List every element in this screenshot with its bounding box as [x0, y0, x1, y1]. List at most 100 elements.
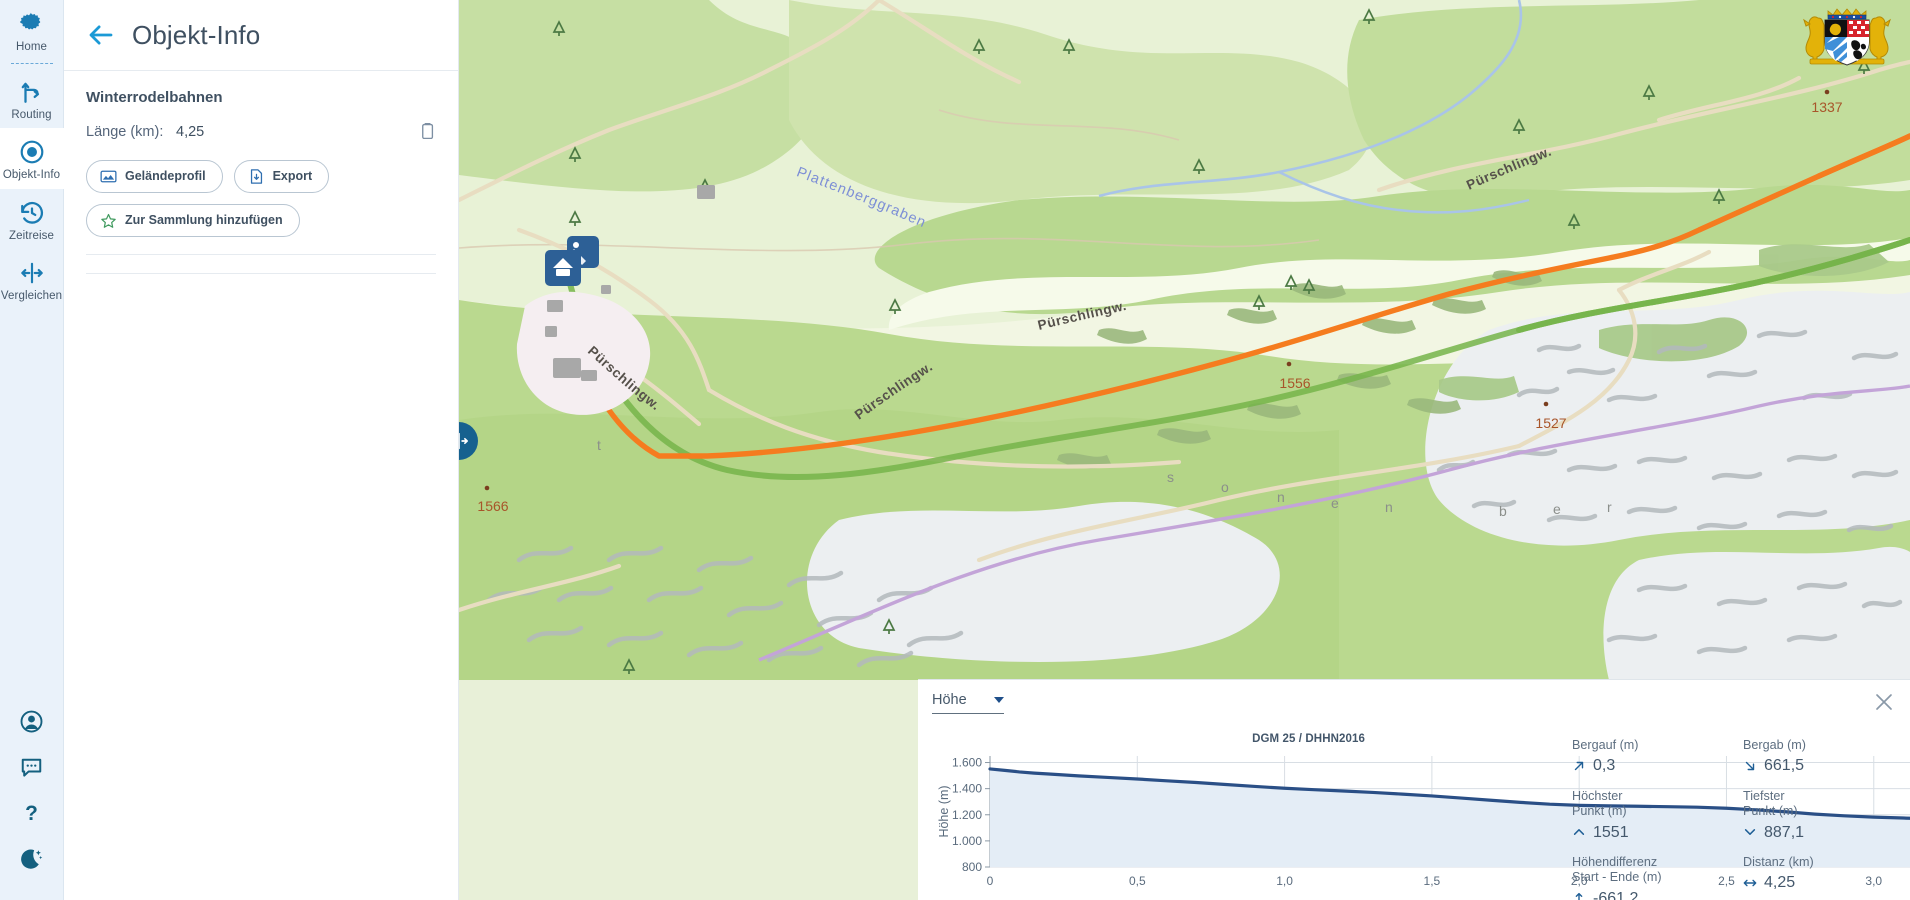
feedback-chat-icon[interactable]: [0, 744, 64, 790]
export-button[interactable]: Export: [233, 160, 330, 193]
svg-text:1527: 1527: [1535, 415, 1566, 431]
svg-text:o: o: [1221, 479, 1229, 495]
stat-tiefster-punkt: Tiefster Punkt (m) 887,1: [1743, 789, 1892, 842]
dark-mode-moon-icon[interactable]: [0, 836, 64, 882]
map-tiles: 1337 1556 1527 1566 Plattenberggraben: [459, 0, 1910, 900]
svg-text:1.400: 1.400: [952, 782, 982, 796]
svg-text:?: ?: [25, 802, 38, 825]
copy-clipboard-icon[interactable]: [414, 118, 440, 144]
svg-text:Höhe (m): Höhe (m): [937, 785, 951, 837]
sidebar-item-label: Zeitreise: [9, 229, 54, 242]
rail-bottom-group: ?: [0, 698, 64, 900]
stat-hoehendifferenz: Höhendifferenz Start - Ende (m) -661,2: [1572, 855, 1721, 900]
chart-source-label: DGM 25 / DHHN2016: [1252, 733, 1365, 745]
svg-text:800: 800: [962, 860, 982, 874]
arrow-down-right-icon: [1743, 758, 1757, 774]
svg-text:0: 0: [987, 874, 994, 888]
help-question-icon[interactable]: ?: [0, 790, 64, 836]
chevron-down-icon: [1743, 824, 1757, 840]
download-file-icon: [248, 168, 265, 185]
svg-text:1337: 1337: [1811, 99, 1842, 115]
rail-divider: [10, 62, 53, 64]
zur-sammlung-hinzufuegen-button[interactable]: Zur Sammlung hinzufügen: [86, 204, 300, 237]
sidebar-item-zeitreise[interactable]: Zeitreise: [0, 189, 64, 250]
stat-value-wrap: -661,2: [1572, 889, 1721, 900]
stat-distanz: Distanz (km) 4,25: [1743, 855, 1892, 900]
svg-text:0,5: 0,5: [1129, 874, 1146, 888]
elevation-chart[interactable]: 800 1.000 1.200 1.400 1.600 0 0,5 1,0 1,5 2,0 2,5 3…: [932, 748, 1910, 893]
sidebar-item-routing[interactable]: Routing: [0, 68, 64, 129]
svg-text:1.600: 1.600: [952, 756, 982, 770]
svg-text:3,0: 3,0: [1865, 874, 1882, 888]
left-right-arrow-icon: [1743, 875, 1757, 891]
target-dot-icon: [17, 137, 47, 167]
page-title: Objekt-Info: [132, 19, 261, 50]
attribute-value: 4,25: [176, 124, 205, 140]
stat-label: Distanz (km): [1743, 855, 1814, 870]
svg-text:1,0: 1,0: [1276, 874, 1293, 888]
svg-text:1566: 1566: [477, 498, 508, 514]
panel-header: Objekt-Info: [64, 0, 458, 70]
button-label: Export: [272, 169, 313, 184]
sidebar-item-home[interactable]: Home: [0, 0, 64, 61]
stat-label: Bergauf (m): [1572, 738, 1639, 752]
sidebar-item-label: Home: [15, 41, 48, 53]
elevation-profile-panel: Höhe DGM 25 / DHHN2016 800 1.000 1.200 1.40…: [918, 679, 1910, 900]
svg-text:2,5: 2,5: [1718, 874, 1735, 888]
chevron-down-icon: [994, 697, 1004, 703]
content-divider-2: [86, 273, 436, 274]
panel-resize-handle[interactable]: [459, 422, 478, 460]
svg-text:1556: 1556: [1279, 375, 1310, 391]
profile-type-value: Höhe: [932, 692, 967, 708]
stat-value: 887,1: [1764, 823, 1805, 841]
svg-text:r: r: [1607, 499, 1612, 515]
close-x-icon[interactable]: [1872, 690, 1896, 714]
svg-text:1.200: 1.200: [952, 808, 982, 822]
stat-value-wrap: 661,5: [1743, 756, 1892, 776]
left-nav-rail: Home Routing Objekt-Info: [0, 0, 64, 900]
sidebar-item-label: Vergleichen: [0, 290, 63, 302]
back-arrow-icon[interactable]: [86, 20, 116, 50]
profile-type-select[interactable]: Höhe: [932, 692, 1004, 714]
star-outline-icon: [100, 212, 117, 229]
attribute-row: Länge (km): 4,25: [86, 122, 436, 140]
stat-label: Bergab (m): [1743, 738, 1806, 752]
stat-value-wrap: 0,3: [1572, 756, 1721, 776]
sidebar-item-label: Objekt-Info: [2, 169, 61, 181]
svg-text:s: s: [1167, 469, 1174, 485]
svg-text:b: b: [1499, 503, 1507, 519]
stat-value: 0,3: [1593, 757, 1616, 775]
panel-header-divider: [64, 70, 458, 71]
arrow-up-right-icon: [1572, 758, 1586, 774]
objekt-info-panel: Objekt-Info Winterrodelbahnen Länge (km)…: [64, 0, 459, 900]
stat-value-wrap: 887,1: [1743, 823, 1892, 843]
bavaria-outline-icon: [17, 9, 47, 39]
svg-text:n: n: [1277, 489, 1285, 505]
sidebar-item-vergleichen[interactable]: Vergleichen: [0, 249, 64, 310]
bavaria-coat-of-arms: [1792, 2, 1902, 68]
terrain-profile-icon: [100, 168, 117, 185]
routing-icon: [17, 77, 47, 107]
gelaendeprofil-button[interactable]: Geländeprofil: [86, 160, 223, 193]
updown-arrow-icon: [1572, 891, 1586, 900]
stat-hoechster-punkt: Höchster Punkt (m) 1551: [1572, 789, 1721, 842]
stat-label: Höhendifferenz Start - Ende (m): [1572, 855, 1662, 885]
stat-value-wrap: 4,25: [1743, 873, 1892, 893]
account-icon[interactable]: [0, 698, 64, 744]
history-clock-icon: [17, 198, 47, 228]
profile-stats-grid: Bergauf (m) 0,3 Bergab (m) 661,5: [1572, 738, 1892, 900]
button-label: Zur Sammlung hinzufügen: [125, 213, 283, 228]
stat-value: -661,2: [1593, 889, 1639, 900]
sidebar-item-label: Routing: [11, 108, 52, 121]
svg-text:e: e: [1331, 495, 1339, 511]
action-buttons-row-1: Geländeprofil Export: [86, 160, 436, 193]
compare-arrows-icon: [17, 258, 47, 288]
stat-value: 4,25: [1764, 874, 1796, 892]
chevron-up-icon: [1572, 824, 1586, 840]
map-viewport[interactable]: 1337 1556 1527 1566 Plattenberggraben: [459, 0, 1910, 900]
stat-bergauf: Bergauf (m) 0,3: [1572, 738, 1721, 776]
svg-text:1.000: 1.000: [952, 834, 982, 848]
panel-content: Winterrodelbahnen Länge (km): 4,25: [64, 71, 458, 274]
sidebar-item-objekt-info[interactable]: Objekt-Info: [0, 128, 64, 189]
svg-text:1,5: 1,5: [1424, 874, 1441, 888]
